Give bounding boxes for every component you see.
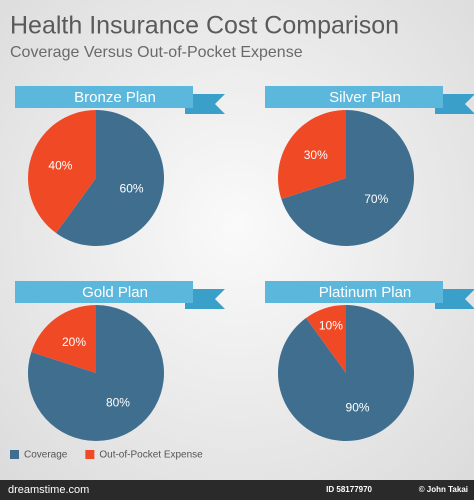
footer-id: ID 58177970 [326, 485, 372, 494]
title: Health Insurance Cost Comparison [10, 12, 399, 40]
ribbon-tail [435, 289, 474, 309]
slice-label: 70% [364, 192, 388, 206]
ribbon [265, 86, 443, 108]
legend-label: Out-of-Pocket Expense [99, 450, 203, 461]
plan-title: Bronze Plan [74, 89, 156, 106]
pie-slice [56, 110, 164, 246]
slice-label: 40% [48, 159, 72, 173]
pie-slice [27, 110, 96, 234]
ribbon [15, 281, 193, 303]
pie-slice [278, 110, 346, 200]
ribbon-tail [435, 94, 474, 114]
slice-label: 10% [319, 319, 343, 333]
slice-label: 90% [346, 401, 370, 415]
ribbon-tail [185, 289, 225, 309]
pie-slice [31, 305, 97, 373]
subtitle: Coverage Versus Out-of-Pocket Expense [10, 44, 303, 61]
plan-title: Platinum Plan [319, 284, 412, 301]
legend-swatch [85, 450, 95, 459]
ribbon [265, 281, 443, 303]
slice-label: 30% [304, 148, 328, 162]
slice-label: 80% [106, 395, 130, 409]
ribbon [15, 86, 193, 108]
ribbon-tail [185, 94, 225, 114]
plan-title: Gold Plan [82, 284, 148, 301]
plan-title: Silver Plan [329, 89, 401, 106]
legend-label: Coverage [24, 450, 68, 461]
slice-label: 20% [62, 335, 86, 349]
pie-slice [281, 110, 414, 246]
legend-swatch [10, 450, 19, 459]
slice-label: 60% [120, 182, 144, 196]
footer-credit: © John Takai [419, 485, 468, 494]
pie-slice [306, 305, 346, 373]
footer-bar [0, 480, 474, 500]
footer-site: dreamstime.com [8, 484, 89, 496]
